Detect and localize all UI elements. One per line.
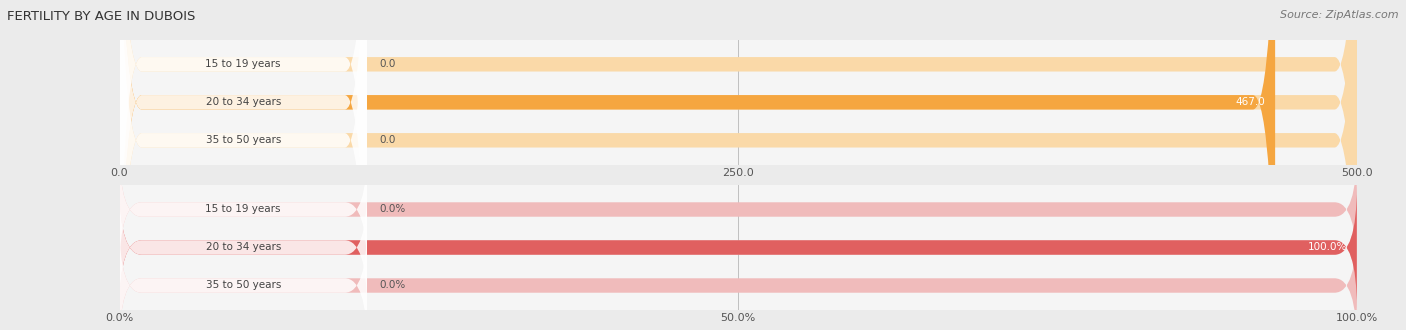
Text: 0.0: 0.0 <box>380 135 395 145</box>
Text: 0.0%: 0.0% <box>380 280 405 290</box>
Text: 20 to 34 years: 20 to 34 years <box>205 97 281 107</box>
FancyBboxPatch shape <box>120 148 367 271</box>
FancyBboxPatch shape <box>120 0 367 330</box>
FancyBboxPatch shape <box>120 186 1357 309</box>
FancyBboxPatch shape <box>120 224 1357 330</box>
FancyBboxPatch shape <box>120 0 1275 330</box>
FancyBboxPatch shape <box>120 0 367 330</box>
Text: 15 to 19 years: 15 to 19 years <box>205 205 281 214</box>
FancyBboxPatch shape <box>120 148 1357 271</box>
Text: 100.0%: 100.0% <box>1308 243 1347 252</box>
Text: Source: ZipAtlas.com: Source: ZipAtlas.com <box>1281 10 1399 20</box>
Text: 20 to 34 years: 20 to 34 years <box>205 243 281 252</box>
Text: 35 to 50 years: 35 to 50 years <box>205 135 281 145</box>
Text: FERTILITY BY AGE IN DUBOIS: FERTILITY BY AGE IN DUBOIS <box>7 10 195 23</box>
Text: 15 to 19 years: 15 to 19 years <box>205 59 281 69</box>
FancyBboxPatch shape <box>120 0 1357 330</box>
Text: 0.0%: 0.0% <box>380 205 405 214</box>
FancyBboxPatch shape <box>120 0 1357 330</box>
Text: 467.0: 467.0 <box>1236 97 1265 107</box>
FancyBboxPatch shape <box>120 186 1357 309</box>
FancyBboxPatch shape <box>120 0 367 330</box>
FancyBboxPatch shape <box>120 0 1357 330</box>
FancyBboxPatch shape <box>120 186 367 309</box>
FancyBboxPatch shape <box>120 224 367 330</box>
Text: 35 to 50 years: 35 to 50 years <box>205 280 281 290</box>
Text: 0.0: 0.0 <box>380 59 395 69</box>
